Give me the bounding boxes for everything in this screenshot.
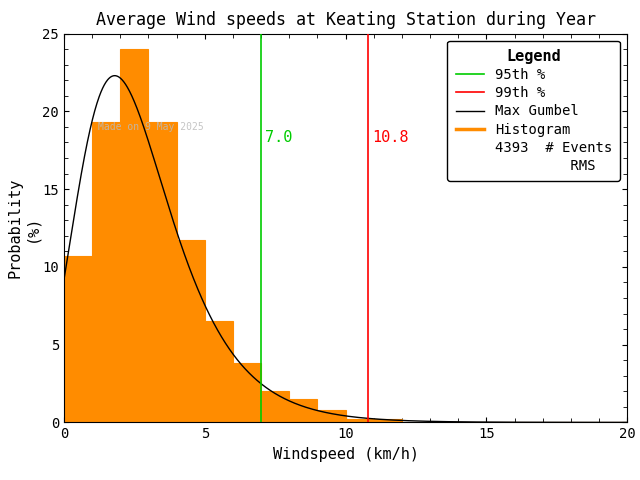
Y-axis label: Probability
(%): Probability (%) <box>7 178 40 278</box>
Bar <box>402 421 430 422</box>
Bar <box>120 49 148 422</box>
Bar <box>92 122 120 422</box>
Title: Average Wind speeds at Keating Station during Year: Average Wind speeds at Keating Station d… <box>95 11 596 29</box>
Text: Made on 9 May 2025: Made on 9 May 2025 <box>98 122 204 132</box>
Bar <box>430 421 458 422</box>
Bar <box>374 420 402 422</box>
Legend: 95th %, 99th %, Max Gumbel, Histogram, 4393  # Events,          RMS: 95th %, 99th %, Max Gumbel, Histogram, 4… <box>447 40 620 181</box>
Bar <box>177 240 205 422</box>
Text: 10.8: 10.8 <box>372 131 409 145</box>
Text: 7.0: 7.0 <box>266 131 292 145</box>
Bar <box>233 363 261 422</box>
Bar <box>317 410 346 422</box>
Bar <box>64 256 92 422</box>
Bar <box>205 321 233 422</box>
Bar <box>148 122 177 422</box>
Bar <box>346 420 374 422</box>
X-axis label: Windspeed (km/h): Windspeed (km/h) <box>273 447 419 462</box>
Bar <box>289 399 317 422</box>
Bar <box>261 391 289 422</box>
